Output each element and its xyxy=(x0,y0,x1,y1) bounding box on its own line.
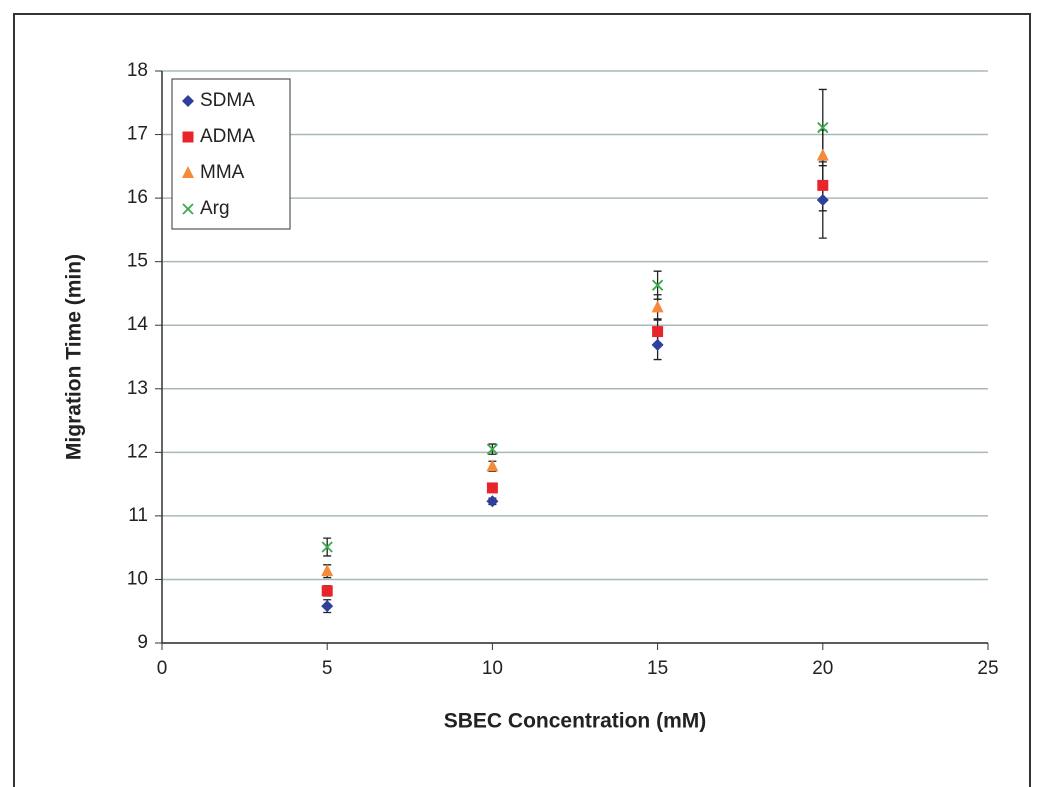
x-tick-label: 15 xyxy=(647,658,668,679)
y-tick-label: 13 xyxy=(127,378,148,399)
y-tick-label: 16 xyxy=(127,187,148,208)
y-tick-label: 12 xyxy=(127,441,148,462)
y-tick-label: 11 xyxy=(128,505,148,526)
point xyxy=(651,279,664,291)
legend-label: Arg xyxy=(200,198,230,219)
x-tick-label: 25 xyxy=(977,658,998,679)
x-tick-label: 10 xyxy=(482,658,503,679)
point xyxy=(651,338,664,351)
marker xyxy=(182,131,194,143)
point xyxy=(486,443,499,455)
y-tick-label: 10 xyxy=(127,568,148,589)
frame xyxy=(13,13,1031,787)
marker xyxy=(182,95,194,107)
legend-label: MMA xyxy=(200,162,245,183)
point xyxy=(486,459,499,472)
point xyxy=(816,194,829,207)
point xyxy=(486,495,499,508)
marker xyxy=(182,203,194,215)
point xyxy=(817,121,829,134)
y-tick-label: 18 xyxy=(127,60,148,81)
x-tick-label: 5 xyxy=(322,658,333,679)
point xyxy=(651,300,664,313)
x-axis-label: SBEC Concentration (mM) xyxy=(444,710,707,733)
point xyxy=(321,585,333,597)
legend-label: SDMA xyxy=(200,90,255,111)
y-tick-label: 14 xyxy=(127,314,149,335)
point xyxy=(321,564,334,577)
legend-box xyxy=(171,78,291,230)
point xyxy=(321,600,334,613)
point xyxy=(816,148,829,161)
point xyxy=(652,326,664,338)
x-tick-label: 20 xyxy=(812,658,833,679)
y-axis-label: Migration Time (min) xyxy=(63,254,86,460)
legend-label: ADMA xyxy=(200,126,255,147)
point xyxy=(321,541,333,553)
y-tick-label: 9 xyxy=(137,632,148,653)
marker xyxy=(182,166,194,178)
y-tick-label: 15 xyxy=(127,251,148,272)
point xyxy=(486,482,498,494)
x-tick-label: 0 xyxy=(157,658,168,679)
y-tick-label: 17 xyxy=(127,124,148,145)
point xyxy=(817,179,829,191)
